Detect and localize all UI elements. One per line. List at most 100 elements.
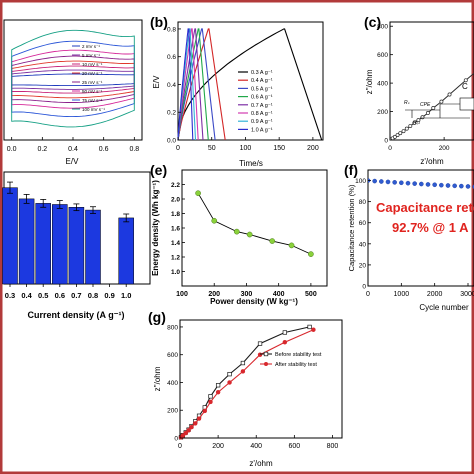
panel-b-label: (b) bbox=[150, 14, 168, 30]
nyquist-point bbox=[240, 369, 246, 374]
x-tick-label: 2000 bbox=[427, 291, 443, 298]
legend-marker bbox=[263, 351, 269, 357]
x-tick-label: 0 bbox=[388, 145, 392, 152]
x-tick-label: 200 bbox=[439, 145, 450, 152]
panel-c-nyquist bbox=[390, 72, 474, 140]
panel-g-label: (g) bbox=[148, 309, 166, 325]
legend-label: 50 mV s⁻¹ bbox=[82, 89, 103, 94]
panel-d-x-ticks: 0.3 0.4 0.5 0.6 0.7 0.8 0.9 1.0 bbox=[5, 284, 131, 300]
inset-label: Rₑₜ bbox=[413, 120, 421, 126]
legend-label: After stability test bbox=[275, 362, 317, 368]
nyquist-point bbox=[307, 324, 312, 330]
x-tick-label: 0.6 bbox=[55, 291, 65, 300]
y-tick-label: 800 bbox=[167, 324, 178, 331]
y-tick-label: 20 bbox=[359, 262, 367, 269]
panel-g-legend: Before stability test After stability tes… bbox=[260, 351, 322, 368]
panel-c-ticks: 0 200 0 200 400 600 800 bbox=[377, 24, 450, 152]
panel-c: (c) 0 200 0 200 400 600 800 Rₛ CPE Rₑₜ C z'/ohm z… bbox=[364, 14, 474, 166]
panel-c-label: (c) bbox=[364, 14, 381, 30]
x-tick-label: 0.0 bbox=[7, 146, 17, 153]
ragone-point bbox=[195, 190, 201, 197]
x-tick-label: 0.8 bbox=[129, 146, 139, 153]
panel-c-xlabel: z'/ohm bbox=[420, 157, 444, 166]
panel-a-cv-curves bbox=[11, 29, 135, 128]
panel-b-gcd-curves bbox=[177, 28, 323, 141]
panel-b-axes bbox=[177, 21, 324, 141]
nyquist-line bbox=[391, 72, 474, 140]
x-tick-label: 400 bbox=[250, 443, 262, 450]
bar bbox=[2, 187, 18, 285]
panel-b-ylabel: E/V bbox=[152, 75, 161, 89]
y-tick-label: 0.8 bbox=[167, 26, 176, 33]
legend-label: 0.7 A g⁻¹ bbox=[251, 103, 273, 109]
y-tick-label: 0 bbox=[384, 138, 388, 145]
inset-element bbox=[459, 97, 474, 111]
x-tick-label: 0.3 bbox=[5, 291, 15, 300]
y-tick-label: 1.2 bbox=[171, 255, 180, 262]
y-tick-label: 400 bbox=[377, 81, 388, 88]
x-tick-label: 100 bbox=[176, 291, 188, 298]
legend-label: 2 mV s⁻¹ bbox=[82, 44, 100, 49]
nyquist-point bbox=[257, 352, 263, 357]
panel-a: 2 mV s⁻¹ 5 mV s⁻¹ 10 mV s⁻¹ 20 mV s⁻¹ 25 mV … bbox=[3, 19, 143, 166]
panel-e-ragone bbox=[195, 190, 314, 257]
retention-point bbox=[405, 180, 411, 186]
gcd-curve bbox=[177, 28, 194, 141]
nyquist-point bbox=[189, 424, 194, 430]
legend-label: 10 mV s⁻¹ bbox=[82, 62, 103, 67]
x-tick-label: 50 bbox=[208, 145, 216, 152]
gcd-curve bbox=[177, 28, 323, 141]
panel-g-ylabel: z''/ohm bbox=[153, 366, 162, 391]
nyquist-point bbox=[420, 115, 425, 120]
panel-f-axes bbox=[367, 169, 474, 287]
nyquist-point bbox=[398, 131, 403, 136]
nyquist-point bbox=[395, 133, 400, 137]
y-tick-label: 0.2 bbox=[167, 110, 176, 117]
panel-f-plot-area bbox=[368, 178, 474, 189]
panel-f-annotation-line1: Capacitance rete bbox=[376, 200, 474, 215]
x-tick-label: 0.4 bbox=[68, 146, 78, 153]
inset-label: C bbox=[462, 82, 468, 91]
panel-g-axes bbox=[179, 319, 343, 439]
nyquist-point bbox=[215, 389, 221, 395]
nyquist-point bbox=[408, 124, 413, 129]
nyquist-point bbox=[447, 92, 452, 97]
panel-a-legend: 2 mV s⁻¹ 5 mV s⁻¹ 10 mV s⁻¹ 20 mV s⁻¹ 25 mV … bbox=[72, 44, 105, 112]
panel-d-xlabel: Current density (A g⁻¹) bbox=[28, 310, 125, 320]
panel-g-xlabel: z'/ohm bbox=[249, 459, 273, 468]
panel-a-xlabel: E/V bbox=[66, 157, 80, 166]
nyquist-point bbox=[431, 106, 436, 110]
panel-e: (e) 100 200 300 400 500 1.0 1.2 1.4 1.6 1.8 2.0 2.2… bbox=[150, 162, 328, 306]
retention-point bbox=[425, 182, 431, 187]
ragone-point bbox=[211, 217, 218, 224]
panel-b: (b) 0.3 A g⁻¹ 0.4 A g⁻¹ 0.5 A g⁻¹ 0.6 A g⁻¹… bbox=[150, 14, 324, 168]
panel-e-xlabel: Power density (W kg⁻¹) bbox=[210, 297, 298, 306]
y-tick-label: 80 bbox=[359, 199, 367, 206]
panel-e-label: (e) bbox=[150, 162, 167, 178]
panel-f-label: (f) bbox=[344, 162, 358, 178]
panel-b-ticks: 0 50 100 150 200 0.0 0.2 0.4 0.6 0.8 bbox=[167, 26, 319, 152]
panel-e-axes bbox=[181, 169, 328, 287]
y-tick-label: 1.8 bbox=[171, 211, 180, 218]
retention-point bbox=[419, 181, 424, 187]
x-tick-label: 0 bbox=[366, 291, 370, 298]
nyquist-point bbox=[401, 129, 406, 134]
legend-label: 0.6 A g⁻¹ bbox=[251, 95, 273, 101]
ragone-point bbox=[233, 228, 240, 235]
y-tick-label: 100 bbox=[355, 178, 366, 185]
retention-point bbox=[465, 184, 471, 189]
x-tick-label: 0.7 bbox=[71, 291, 81, 300]
nyquist-point bbox=[208, 394, 213, 399]
retention-point bbox=[379, 179, 384, 184]
x-tick-label: 0 bbox=[176, 145, 180, 152]
legend-label: 0.3 A g⁻¹ bbox=[251, 70, 273, 76]
y-tick-label: 600 bbox=[167, 352, 178, 359]
x-tick-label: 0.5 bbox=[38, 291, 48, 300]
y-tick-label: 0.4 bbox=[167, 82, 176, 89]
x-tick-label: 800 bbox=[327, 443, 339, 450]
nyquist-point bbox=[180, 433, 186, 438]
nyquist-point bbox=[257, 341, 263, 346]
panel-c-ylabel: z''/ohm bbox=[365, 69, 374, 94]
ragone-point bbox=[308, 251, 314, 257]
ragone-point bbox=[288, 242, 295, 249]
